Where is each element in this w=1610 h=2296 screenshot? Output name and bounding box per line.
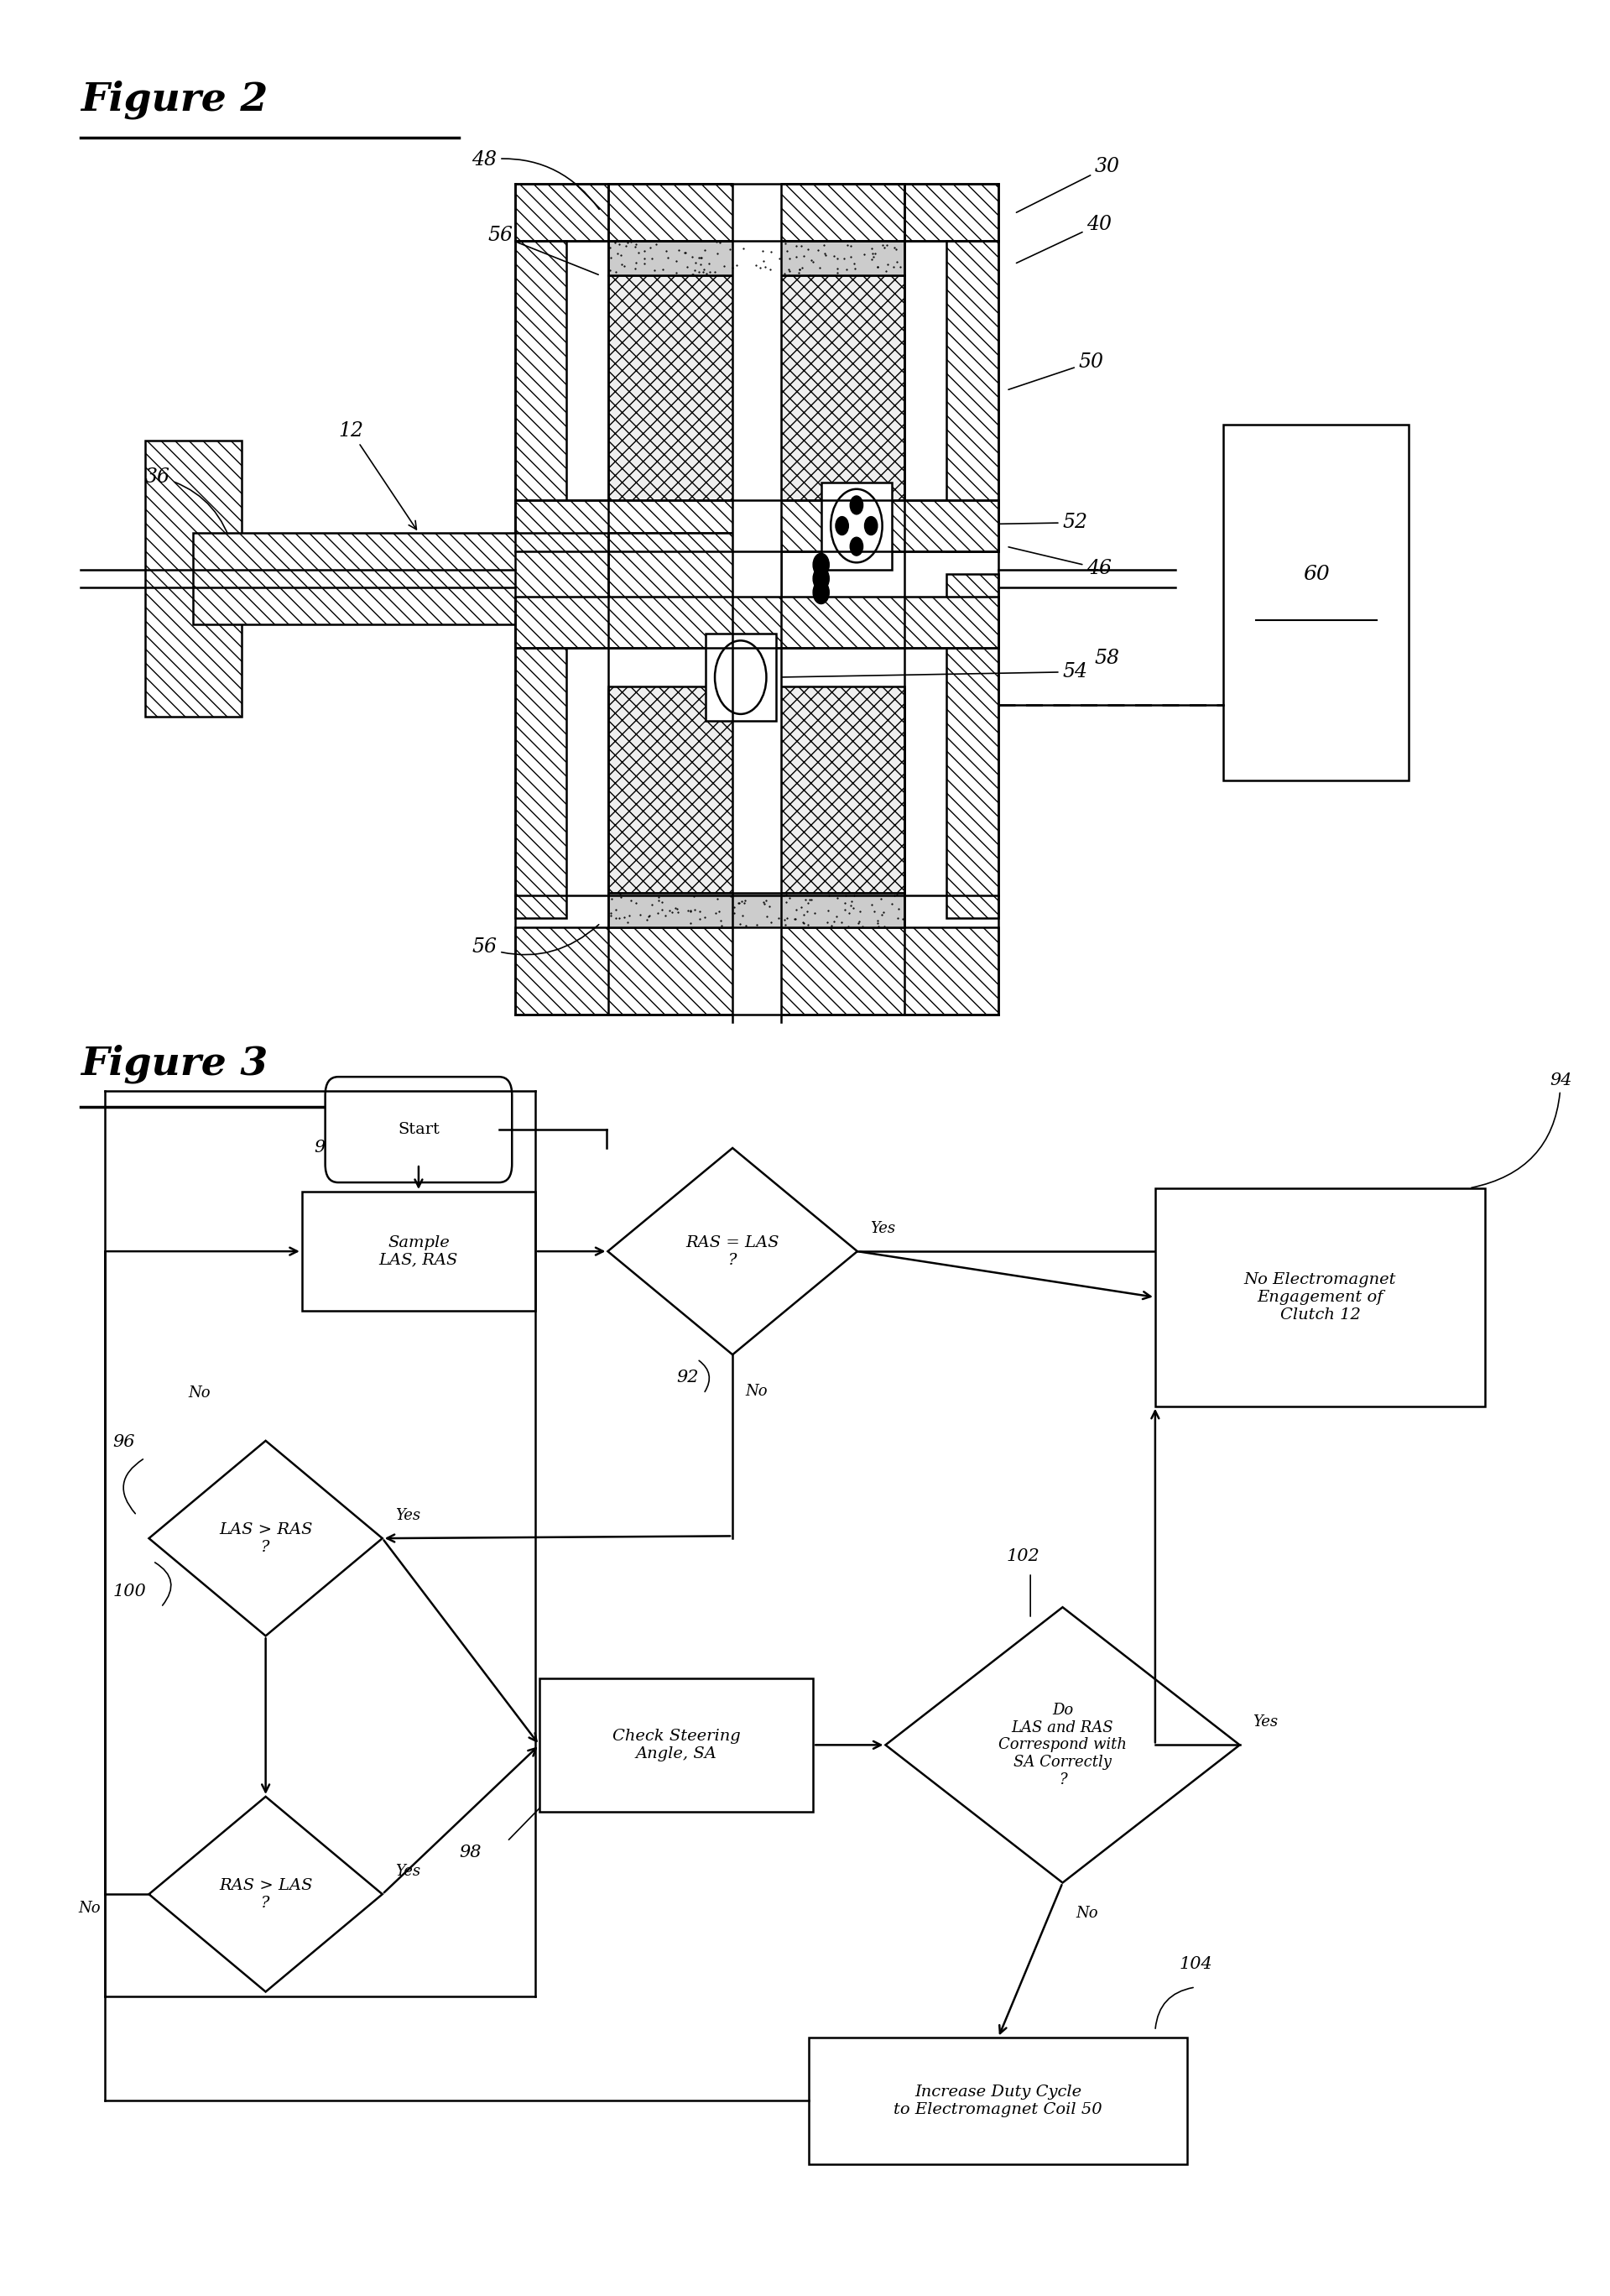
Text: 98: 98: [459, 1846, 481, 1860]
Bar: [609, 276, 905, 505]
Text: 40: 40: [1016, 214, 1113, 264]
Text: Yes: Yes: [1253, 1715, 1278, 1729]
Text: 54: 54: [774, 661, 1088, 682]
Polygon shape: [145, 441, 241, 716]
Circle shape: [865, 517, 877, 535]
Text: Figure 2: Figure 2: [80, 80, 267, 119]
Bar: [808, 2039, 1187, 2163]
Bar: [609, 241, 905, 276]
Text: RAS = LAS
?: RAS = LAS ?: [686, 1235, 779, 1267]
Bar: [609, 893, 905, 928]
Bar: [1154, 1189, 1484, 1405]
Polygon shape: [150, 1442, 383, 1635]
Text: 30: 30: [1016, 156, 1121, 214]
Bar: [515, 574, 567, 918]
Circle shape: [813, 567, 829, 590]
Text: 104: 104: [1179, 1956, 1212, 1972]
Text: Yes: Yes: [869, 1221, 895, 1235]
Bar: [303, 1192, 535, 1311]
Bar: [609, 184, 905, 241]
Bar: [821, 482, 892, 569]
Text: 92: 92: [676, 1371, 699, 1384]
Text: RAS > LAS
?: RAS > LAS ?: [219, 1878, 312, 1910]
Text: Start: Start: [398, 1123, 440, 1137]
Text: 100: 100: [113, 1584, 147, 1598]
Text: 94: 94: [1472, 1072, 1571, 1187]
Text: 12: 12: [338, 420, 417, 530]
Text: No: No: [79, 1901, 101, 1915]
Bar: [705, 634, 776, 721]
Text: Check Steering
Angle, SA: Check Steering Angle, SA: [612, 1729, 741, 1761]
Text: Yes: Yes: [396, 1508, 420, 1522]
Text: 46: 46: [1008, 546, 1113, 579]
Text: Increase Duty Cycle
to Electromagnet Coil 50: Increase Duty Cycle to Electromagnet Coi…: [894, 2085, 1103, 2117]
Text: 52: 52: [890, 512, 1088, 533]
Polygon shape: [150, 1795, 383, 1993]
Text: No: No: [188, 1384, 211, 1401]
Bar: [1224, 425, 1409, 781]
Text: 50: 50: [1008, 351, 1104, 390]
Bar: [609, 689, 905, 895]
Polygon shape: [609, 533, 781, 625]
Polygon shape: [193, 533, 733, 625]
Text: 56: 56: [488, 225, 599, 276]
Text: No Electromagnet
Engagement of
Clutch 12: No Electromagnet Engagement of Clutch 12: [1245, 1272, 1396, 1322]
Text: 90: 90: [314, 1141, 336, 1155]
Text: LAS > RAS
?: LAS > RAS ?: [219, 1522, 312, 1554]
Text: 102: 102: [1006, 1550, 1040, 1564]
Text: Do
LAS and RAS
Correspond with
SA Correctly
?: Do LAS and RAS Correspond with SA Correc…: [998, 1704, 1127, 1786]
Text: 58: 58: [1095, 647, 1121, 668]
Polygon shape: [609, 1148, 857, 1355]
Circle shape: [813, 553, 829, 576]
Bar: [515, 501, 998, 551]
Bar: [515, 241, 567, 551]
Text: 48: 48: [472, 149, 599, 209]
Circle shape: [850, 537, 863, 556]
Text: Yes: Yes: [396, 1864, 420, 1878]
Text: No: No: [1075, 1906, 1098, 1919]
Text: 36: 36: [145, 466, 233, 549]
Bar: [609, 687, 905, 893]
Bar: [515, 928, 998, 1015]
Polygon shape: [886, 1607, 1240, 1883]
Bar: [947, 241, 998, 551]
Circle shape: [813, 581, 829, 604]
Bar: [733, 80, 781, 1022]
Bar: [515, 597, 998, 647]
Bar: [947, 574, 998, 918]
Bar: [539, 1678, 813, 1812]
Bar: [515, 184, 998, 241]
Circle shape: [850, 496, 863, 514]
Text: No: No: [745, 1384, 768, 1398]
Text: 96: 96: [113, 1435, 135, 1449]
Text: Figure 3: Figure 3: [80, 1045, 267, 1084]
FancyBboxPatch shape: [325, 1077, 512, 1182]
Text: Sample
LAS, RAS: Sample LAS, RAS: [378, 1235, 459, 1267]
Text: 60: 60: [1302, 565, 1330, 583]
Circle shape: [836, 517, 848, 535]
Text: 56: 56: [472, 925, 599, 957]
